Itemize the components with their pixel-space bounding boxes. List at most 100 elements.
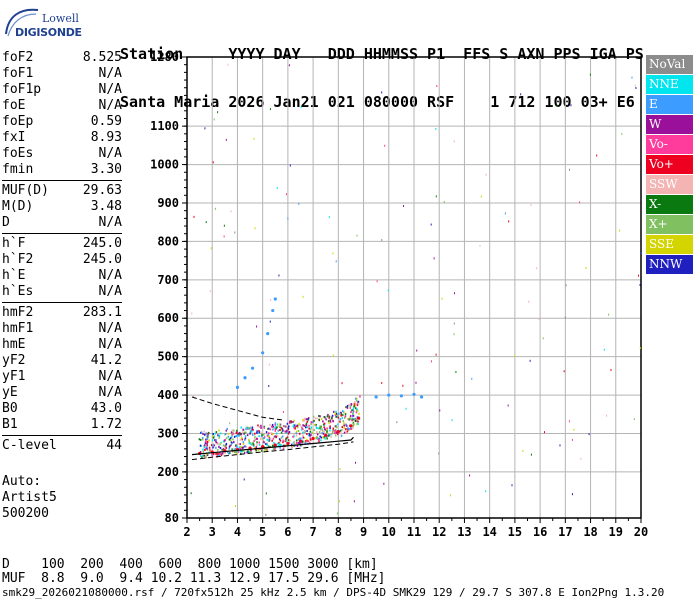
noise-point — [227, 63, 229, 66]
param-value: 245.0 — [82, 236, 122, 251]
echo-point — [260, 426, 262, 429]
echo-point — [347, 418, 349, 421]
noise-point — [606, 414, 608, 417]
echo-point — [213, 444, 216, 447]
echo-point — [229, 437, 232, 440]
echo-point — [202, 433, 204, 436]
echo-point — [240, 426, 242, 429]
echo-point — [357, 402, 360, 405]
noise-point — [588, 433, 590, 436]
echo-point — [215, 439, 217, 442]
echo-point — [252, 428, 254, 431]
echo-point — [340, 434, 343, 437]
echo-point — [308, 424, 310, 427]
echo-point — [293, 419, 295, 422]
noise-point — [287, 217, 289, 220]
noise-point — [563, 370, 565, 373]
echo-point — [335, 410, 337, 413]
noise-point — [341, 382, 343, 385]
echo-point — [324, 428, 326, 431]
echo-point — [209, 450, 211, 453]
y-tick-label: 900 — [157, 196, 179, 210]
echo-point — [265, 431, 268, 434]
echo-point — [231, 448, 233, 451]
x-tick-label: 15 — [508, 525, 522, 539]
trace-point — [412, 392, 416, 396]
noise-point — [449, 494, 451, 497]
param-value: 29.63 — [82, 183, 122, 198]
echo-point — [302, 434, 304, 437]
x-tick-label: 7 — [309, 525, 316, 539]
y-tick-label: 300 — [157, 426, 179, 440]
echo-point — [332, 429, 334, 432]
echo-point — [231, 433, 234, 436]
echo-point — [311, 421, 313, 424]
echo-point — [303, 417, 306, 420]
echo-point — [343, 416, 346, 419]
param-row: h`E N/A — [2, 268, 122, 284]
echo-point — [274, 447, 276, 450]
param-key: D — [2, 215, 10, 230]
echo-point — [306, 429, 308, 432]
echo-point — [204, 449, 206, 452]
echo-point — [236, 431, 238, 434]
echo-point — [297, 429, 300, 432]
noise-point — [212, 161, 214, 164]
echo-point — [208, 439, 210, 442]
noise-point — [529, 359, 531, 362]
echo-point — [274, 427, 277, 430]
echo-point — [274, 423, 276, 426]
noise-point — [402, 384, 404, 387]
echo-point — [270, 425, 273, 428]
legend-item: X- — [646, 195, 693, 214]
echo-point — [254, 432, 256, 435]
echo-point — [302, 436, 304, 439]
noise-point — [610, 368, 612, 371]
noise-point — [328, 216, 330, 219]
echo-point — [261, 433, 263, 436]
echo-point — [201, 456, 203, 459]
echo-point — [309, 434, 311, 437]
echo-point — [202, 448, 204, 451]
echo-point — [277, 442, 279, 445]
echo-point — [343, 426, 345, 429]
echo-point — [302, 431, 304, 434]
echo-point — [290, 420, 292, 423]
noise-point — [193, 215, 195, 218]
echo-point — [316, 433, 319, 436]
echo-point — [241, 446, 244, 449]
echo-point — [329, 425, 331, 428]
echo-point — [219, 452, 221, 455]
echo-point — [272, 448, 275, 451]
noise-point — [635, 86, 637, 89]
param-value: 8.525 — [82, 50, 122, 65]
noise-point — [556, 104, 558, 107]
echo-point — [303, 436, 306, 439]
echo-point — [323, 422, 326, 425]
divider — [2, 302, 122, 303]
echo-point — [322, 420, 324, 423]
echo-point — [300, 437, 302, 440]
echo-point — [356, 423, 358, 426]
autoscaling-info: Auto: Artist5 500200 — [2, 474, 57, 522]
echo-point — [258, 431, 261, 434]
echo-point — [233, 451, 236, 454]
echo-point — [243, 451, 246, 454]
echo-point — [279, 446, 281, 449]
trace-point — [374, 395, 378, 399]
echo-point — [249, 426, 252, 429]
echo-point — [310, 423, 312, 426]
echo-point — [212, 436, 215, 439]
echo-point — [307, 418, 309, 421]
echo-point — [320, 439, 322, 442]
echo-point — [279, 429, 282, 432]
echo-point — [331, 431, 334, 434]
param-value: 0.59 — [90, 114, 122, 129]
echo-point — [315, 427, 318, 430]
noise-point — [522, 449, 524, 452]
echo-point — [218, 445, 220, 448]
echo-point — [211, 454, 214, 457]
noise-point — [564, 316, 566, 319]
noise-point — [234, 505, 236, 508]
echo-point — [280, 431, 283, 434]
